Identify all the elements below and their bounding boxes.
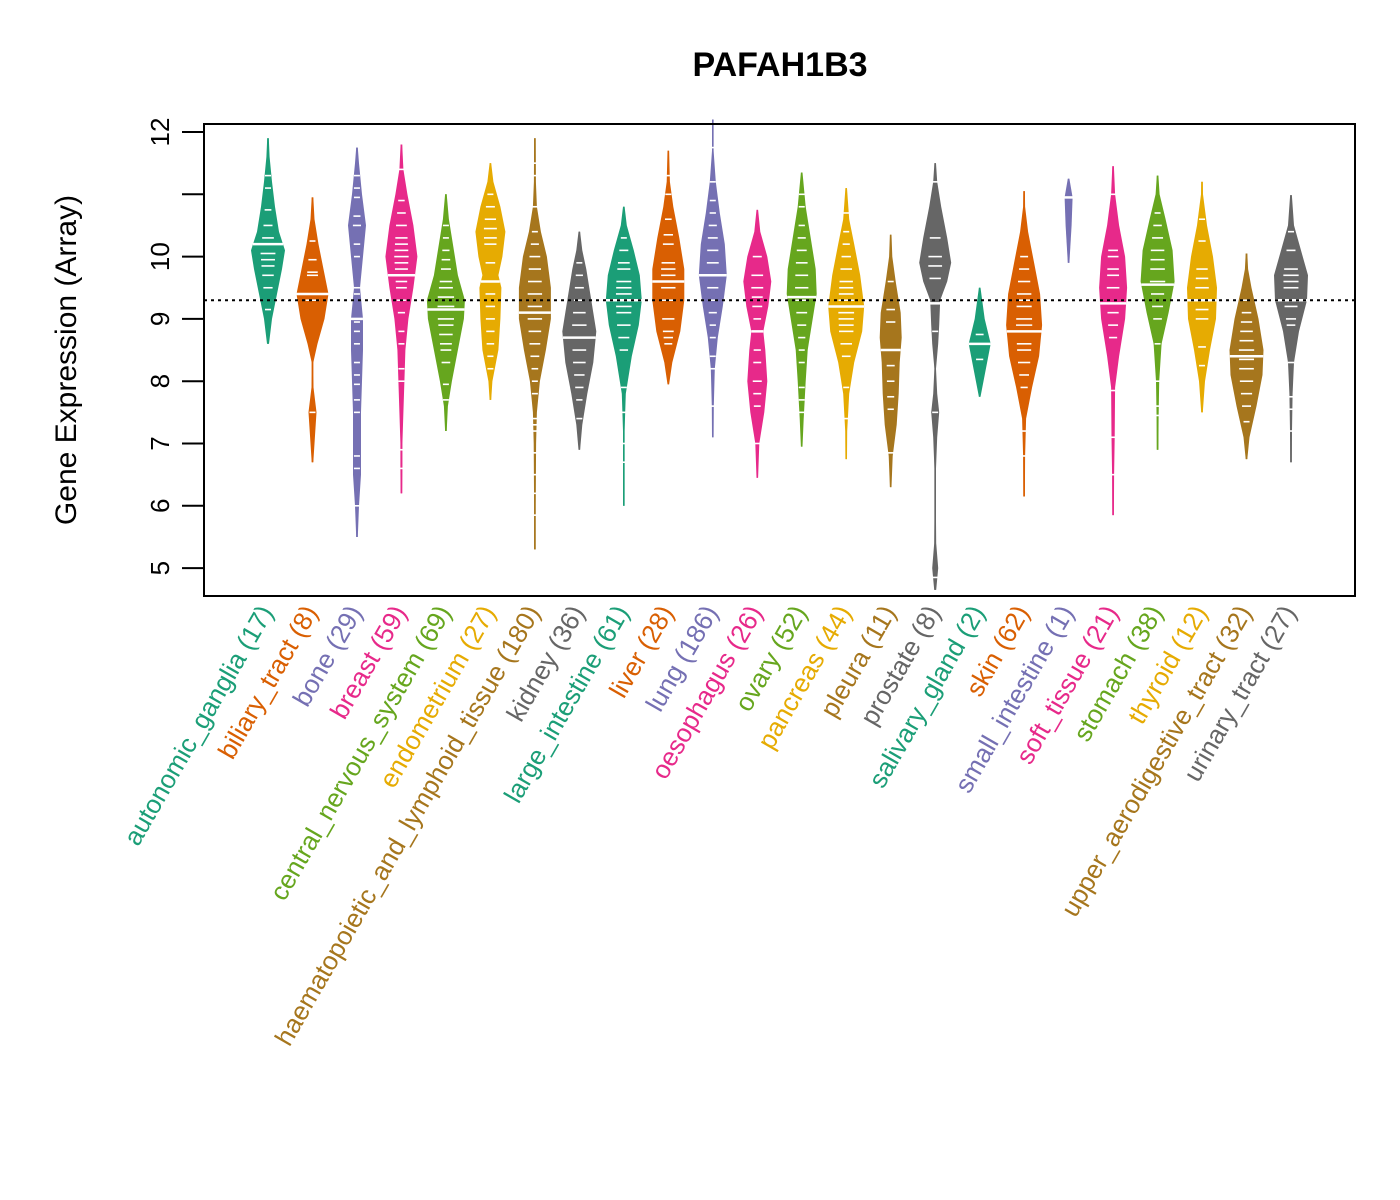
violin-bone: [348, 147, 366, 537]
violin-body: [296, 197, 329, 463]
violin-haematopoietic-and-lymphoid-tissue: [518, 138, 551, 550]
violin-body: [426, 194, 465, 431]
violin-prostate: [919, 163, 952, 590]
violin-body: [1064, 178, 1073, 263]
violin-autonomic-ganglia: [251, 138, 285, 344]
violin-body: [1274, 194, 1308, 463]
violin-body: [828, 188, 865, 460]
violin-body: [1140, 175, 1175, 450]
violin-body: [1099, 166, 1128, 516]
violin-body: [743, 209, 772, 478]
violin-oesophagus: [743, 209, 772, 478]
violin-body: [786, 172, 817, 447]
violin-body: [968, 287, 991, 397]
violin-pleura: [879, 234, 902, 488]
violin-body: [348, 147, 366, 537]
violin-kidney: [562, 231, 597, 450]
violins-group: [251, 119, 1308, 590]
violin-urinary-tract: [1274, 193, 1308, 463]
violin-liver: [652, 150, 685, 385]
violin-body: [879, 234, 902, 488]
violin-stomach: [1140, 175, 1175, 450]
violin-lung: [698, 119, 727, 438]
y-tick-label: 6: [145, 499, 175, 513]
violin-body: [562, 231, 597, 450]
violin-body: [698, 119, 727, 438]
chart-title: PAFAH1B3: [692, 46, 867, 84]
violin-body: [385, 144, 418, 494]
violin-salivary-gland: [968, 287, 991, 397]
y-tick-label: 12: [145, 118, 175, 147]
violin-soft-tissue: [1099, 166, 1128, 516]
y-tick-label: 9: [145, 312, 175, 326]
x-axis-labels: autonomic_ganglia (17)biliary_tract (8)b…: [117, 600, 1302, 1051]
violin-central-nervous-system: [426, 194, 465, 432]
violin-upper-aerodigestive-tract: [1229, 253, 1264, 460]
y-tick-label: 8: [145, 374, 175, 388]
y-tick-label: 7: [145, 436, 175, 450]
violin-body: [652, 150, 685, 385]
plot-frame: [203, 123, 1356, 597]
violin-thyroid: [1187, 181, 1217, 413]
violin-breast: [385, 144, 418, 494]
violin-small-intestine: [1062, 178, 1075, 263]
y-tick-label: 5: [145, 561, 175, 575]
y-tick-label: 10: [145, 242, 175, 271]
violin-body: [919, 163, 952, 590]
violin-biliary-tract: [296, 197, 329, 463]
violin-endometrium: [475, 163, 506, 400]
violin-skin: [1006, 191, 1043, 497]
y-axis-label: Gene Expression (Array): [50, 195, 83, 525]
violin-body: [1187, 181, 1217, 413]
violin-body: [251, 138, 285, 344]
violin-large-intestine: [605, 206, 642, 506]
violin-body: [605, 206, 642, 506]
violin-ovary: [786, 172, 817, 447]
violin-pancreas: [828, 188, 865, 460]
y-axis: 5 6 7 8 9 10 12: [145, 118, 204, 575]
